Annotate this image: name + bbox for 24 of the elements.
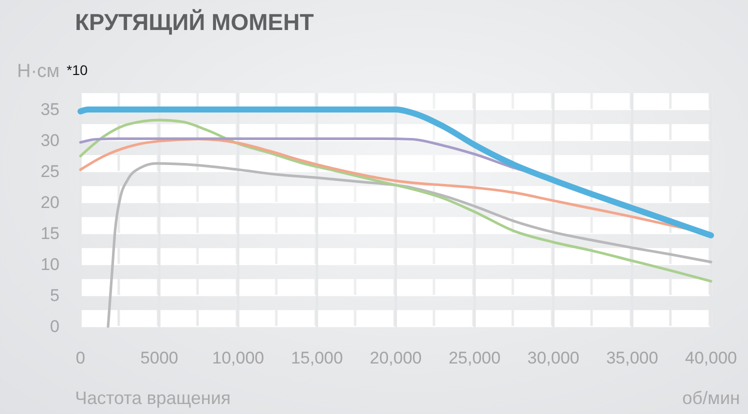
y-tick-label: 25 [40, 162, 60, 181]
line-series [79, 118, 712, 283]
y-tick-label: 35 [40, 100, 60, 119]
y-tick-label: 5 [50, 286, 60, 305]
x-tick-label: 10,000 [212, 348, 264, 368]
x-tick-label: 20,000 [370, 348, 422, 368]
x-tick-label: 0 [76, 348, 86, 368]
x-tick-label: 40,000 [685, 348, 737, 368]
x-tick-label: 30,000 [527, 348, 580, 368]
y-tick-label: 20 [40, 192, 60, 212]
line-series [106, 162, 712, 328]
chart-title: КРУТЯЩИЙ МОМЕНТ [75, 9, 314, 35]
x-tick-label: 5000 [140, 348, 178, 368]
y-tick-label: 30 [40, 130, 60, 150]
y-tick-label: 0 [50, 316, 60, 336]
text: *10 [66, 62, 88, 78]
x-axis-title: Частота вращения [75, 388, 231, 408]
x-tick-label: 15,000 [290, 348, 343, 368]
text: об/мин [682, 388, 740, 408]
y-tick-label: 10 [40, 254, 60, 274]
x-tick-label: 25,000 [448, 348, 501, 368]
x-tick-label: 35,000 [606, 348, 658, 368]
y-axis-title: Н·см [17, 61, 60, 82]
y-tick-label: 15 [40, 224, 60, 243]
